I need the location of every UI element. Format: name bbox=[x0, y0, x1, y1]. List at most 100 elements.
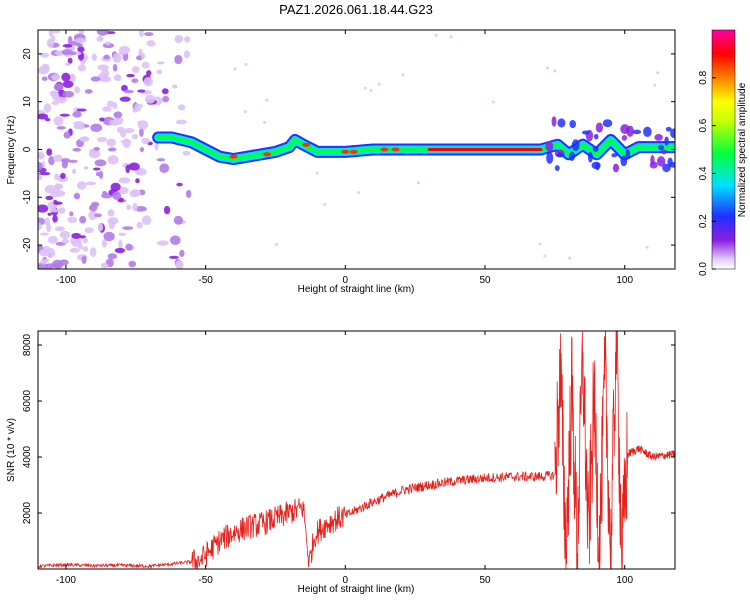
noise-blob bbox=[161, 88, 169, 95]
noise-blob bbox=[56, 126, 66, 130]
noise-blob bbox=[84, 89, 93, 94]
noise-blob bbox=[114, 247, 126, 254]
snr-y-axis-label: SNR (10 * v/v) bbox=[6, 418, 17, 482]
ridge-scatter bbox=[643, 126, 652, 138]
figure-title: PAZ1.2026.061.18.44.G23 bbox=[279, 2, 433, 17]
noise-blob bbox=[47, 212, 52, 216]
ridge-scatter bbox=[664, 136, 669, 146]
spectrogram-x-tick-label: 50 bbox=[479, 275, 491, 286]
noise-blob bbox=[162, 95, 170, 103]
noise-outlier bbox=[357, 191, 361, 195]
noise-blob bbox=[96, 35, 104, 42]
noise-blob bbox=[72, 111, 82, 118]
noise-blob bbox=[156, 240, 169, 246]
noise-blob bbox=[39, 232, 50, 236]
noise-blob bbox=[122, 138, 131, 148]
noise-blob bbox=[52, 215, 58, 223]
noise-blob bbox=[68, 159, 78, 163]
noise-blob bbox=[65, 62, 71, 66]
noise-blob bbox=[75, 51, 82, 56]
noise-blob bbox=[53, 83, 64, 91]
noise-blob bbox=[138, 30, 144, 38]
ridge-scatter bbox=[667, 157, 673, 167]
noise-blob bbox=[110, 182, 121, 192]
noise-blob bbox=[44, 185, 57, 194]
colorbar-tick-label: 0.2 bbox=[698, 214, 709, 228]
noise-blob bbox=[169, 255, 179, 259]
noise-outlier bbox=[263, 120, 267, 124]
noise-blob bbox=[48, 156, 55, 166]
noise-blob bbox=[67, 57, 73, 64]
snr-y-ticks: 2000 4000 6000 8000 bbox=[22, 333, 675, 524]
colorbar-tick-label: 0.4 bbox=[698, 166, 709, 180]
noise-outlier bbox=[275, 243, 279, 247]
noise-blob bbox=[129, 189, 141, 198]
noise-blob bbox=[71, 240, 83, 247]
noise-blob bbox=[175, 119, 187, 125]
noise-blob bbox=[139, 127, 144, 138]
noise-blob bbox=[48, 30, 54, 38]
noise-blob bbox=[41, 76, 48, 81]
noise-outlier bbox=[244, 62, 248, 66]
noise-blob bbox=[57, 207, 66, 214]
noise-blob bbox=[69, 211, 74, 217]
noise-blob bbox=[135, 107, 142, 112]
ridge-scatter bbox=[656, 156, 666, 167]
noise-blob bbox=[99, 117, 105, 122]
noise-blob bbox=[173, 215, 184, 225]
noise-blob bbox=[144, 32, 154, 37]
noise-blob bbox=[38, 151, 45, 160]
noise-blob bbox=[40, 259, 48, 265]
noise-blob bbox=[91, 53, 97, 62]
ridge-scatter bbox=[632, 129, 642, 135]
noise-blob bbox=[119, 96, 131, 102]
noise-blob bbox=[113, 111, 123, 119]
snr-y-tick-label: 4000 bbox=[22, 445, 33, 468]
noise-blob bbox=[174, 54, 183, 65]
noise-blob bbox=[49, 90, 58, 97]
noise-blob bbox=[140, 52, 145, 60]
noise-blob bbox=[93, 146, 100, 151]
ridge-hotspot bbox=[349, 149, 358, 154]
noise-blob bbox=[118, 186, 129, 195]
noise-blob bbox=[163, 205, 171, 215]
noise-blob bbox=[81, 255, 87, 265]
noise-blob bbox=[88, 210, 98, 221]
noise-blob bbox=[105, 41, 111, 46]
ridge-scatter bbox=[595, 162, 600, 171]
snr-y-tick-label: 2000 bbox=[22, 501, 33, 524]
ridge-scatter bbox=[654, 134, 663, 141]
noise-blob bbox=[73, 121, 85, 126]
spectrogram-y-tick-label: 10 bbox=[22, 96, 33, 108]
noise-blob bbox=[89, 247, 97, 258]
noise-outlier bbox=[401, 73, 405, 77]
noise-outlier bbox=[656, 71, 660, 75]
snr-y-tick-label: 6000 bbox=[22, 389, 33, 412]
noise-blob bbox=[135, 167, 147, 176]
noise-blob bbox=[73, 192, 81, 200]
ridge-hotspot bbox=[341, 149, 350, 154]
noise-blob bbox=[118, 239, 123, 250]
noise-outlier bbox=[546, 66, 550, 70]
noise-blob bbox=[59, 113, 70, 117]
colorbar-ticks: 0.0 0.2 0.4 0.6 0.8 bbox=[698, 70, 716, 276]
noise-blob bbox=[45, 195, 54, 201]
noise-blob bbox=[135, 178, 140, 184]
ridge-scatter bbox=[611, 153, 618, 158]
ridge-scatter bbox=[551, 116, 557, 127]
ridge-scatter bbox=[662, 163, 671, 173]
ridge-scatter bbox=[568, 151, 576, 161]
noise-blob bbox=[141, 61, 150, 69]
noise-blob bbox=[54, 183, 61, 193]
noise-blob bbox=[43, 103, 52, 113]
noise-blob bbox=[108, 119, 118, 126]
noise-blob bbox=[132, 203, 138, 212]
noise-blob bbox=[78, 30, 85, 35]
noise-outlier bbox=[243, 110, 247, 114]
spectrogram-ridge bbox=[152, 116, 675, 173]
noise-blob bbox=[107, 155, 119, 165]
noise-blob bbox=[54, 173, 60, 181]
noise-blob bbox=[54, 226, 65, 232]
spectrogram-noise-region bbox=[38, 30, 660, 269]
noise-blob bbox=[74, 86, 81, 94]
